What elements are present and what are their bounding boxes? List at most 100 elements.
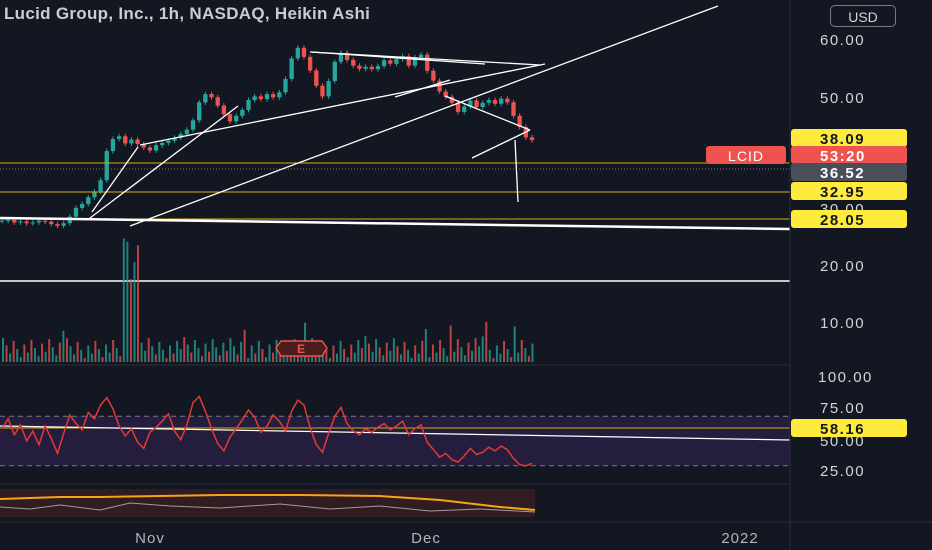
volume-bar bbox=[108, 352, 111, 362]
candle bbox=[197, 102, 202, 121]
volume-bar bbox=[360, 348, 363, 362]
candle bbox=[437, 80, 442, 92]
volume-bar bbox=[367, 343, 370, 362]
volume-bar bbox=[439, 340, 442, 362]
rsi-pane[interactable] bbox=[0, 395, 791, 467]
candle bbox=[0, 220, 5, 222]
candle bbox=[492, 100, 498, 104]
price-tick: 10.00 bbox=[820, 315, 865, 332]
candle bbox=[412, 57, 418, 66]
volume-bar bbox=[350, 344, 353, 362]
rsi-tick: 100.00 bbox=[818, 369, 873, 386]
price-pane[interactable] bbox=[0, 5, 791, 282]
volume-bar bbox=[158, 341, 161, 362]
candle bbox=[511, 102, 516, 116]
volume-bar bbox=[524, 348, 527, 362]
volume-bar bbox=[69, 346, 72, 362]
rsi-tag-label: 58.16 bbox=[820, 421, 865, 438]
candle bbox=[455, 102, 461, 112]
candle bbox=[147, 147, 153, 151]
volume-bar bbox=[474, 338, 477, 362]
volume-bar bbox=[193, 340, 196, 362]
candle bbox=[184, 129, 190, 135]
volume-bar bbox=[385, 342, 388, 362]
volume-bar bbox=[144, 350, 147, 362]
price-tag bbox=[791, 146, 907, 164]
volume-bar bbox=[446, 356, 449, 362]
currency-button[interactable]: USD bbox=[830, 5, 896, 27]
candle bbox=[271, 94, 276, 98]
candle bbox=[92, 191, 97, 198]
volume-bar bbox=[531, 343, 534, 362]
volume-bar bbox=[137, 245, 140, 362]
volume-bar bbox=[83, 358, 86, 362]
candle bbox=[480, 102, 485, 108]
candle bbox=[505, 98, 510, 103]
volume-bar bbox=[481, 336, 484, 362]
candle bbox=[468, 100, 473, 107]
volume-bar bbox=[165, 358, 168, 362]
candle bbox=[357, 65, 362, 69]
candle bbox=[406, 56, 411, 66]
volume-bar bbox=[37, 356, 40, 362]
volume-bar bbox=[172, 353, 175, 362]
volume-bar bbox=[129, 279, 132, 362]
trend-line bbox=[309, 51, 541, 66]
candle bbox=[209, 94, 214, 98]
volume-bar bbox=[225, 350, 228, 362]
price-tick: 60.00 bbox=[820, 32, 865, 49]
volume-bar bbox=[44, 351, 47, 362]
volume-bar bbox=[87, 345, 90, 362]
rsi-tick: 75.00 bbox=[820, 400, 865, 417]
volume-bar bbox=[399, 354, 402, 362]
volume-bar bbox=[346, 357, 349, 362]
volume-bar bbox=[147, 338, 150, 362]
candle bbox=[215, 97, 220, 106]
candle bbox=[344, 52, 350, 60]
trend-line bbox=[471, 129, 531, 159]
volume-bar bbox=[240, 341, 243, 362]
volume-bar bbox=[417, 353, 420, 362]
volume-bar bbox=[520, 340, 523, 362]
volume-bar bbox=[2, 338, 4, 362]
rsi-tag bbox=[791, 419, 907, 437]
volume-bar bbox=[9, 353, 12, 362]
volume-bar bbox=[325, 349, 328, 362]
candle bbox=[240, 109, 245, 116]
candle bbox=[486, 100, 492, 103]
candle bbox=[116, 136, 122, 140]
trend-line bbox=[89, 105, 239, 219]
price-tag-label: 28.05 bbox=[820, 212, 865, 229]
price-tag-label: 32.95 bbox=[820, 184, 865, 201]
volume-bar bbox=[133, 262, 136, 362]
volume-bar bbox=[328, 358, 331, 362]
volume-bar bbox=[431, 344, 434, 362]
volume-bar bbox=[414, 345, 417, 362]
volume-bar bbox=[339, 340, 342, 362]
candle bbox=[42, 220, 48, 222]
volume-bar bbox=[336, 353, 339, 362]
volume-bar bbox=[261, 349, 264, 362]
volume-pane: E bbox=[2, 238, 534, 362]
volume-bar bbox=[161, 349, 164, 362]
candle bbox=[363, 66, 368, 69]
volume-bar bbox=[375, 339, 378, 362]
time-label: Nov bbox=[135, 530, 165, 547]
volume-bar bbox=[510, 357, 513, 362]
candle bbox=[203, 94, 208, 103]
candle bbox=[49, 221, 54, 225]
volume-bar bbox=[200, 356, 203, 362]
support-line bbox=[0, 216, 791, 231]
volume-bar bbox=[51, 347, 54, 362]
volume-bar bbox=[343, 349, 346, 362]
price-tag-label: 38.09 bbox=[820, 131, 865, 148]
volume-bar bbox=[183, 337, 186, 362]
candle bbox=[381, 60, 387, 67]
volume-bar bbox=[396, 346, 399, 362]
volume-bar bbox=[517, 352, 520, 362]
volume-bar bbox=[101, 357, 104, 362]
price-tag bbox=[791, 182, 907, 200]
volume-bar bbox=[73, 354, 76, 362]
candle bbox=[110, 139, 116, 152]
